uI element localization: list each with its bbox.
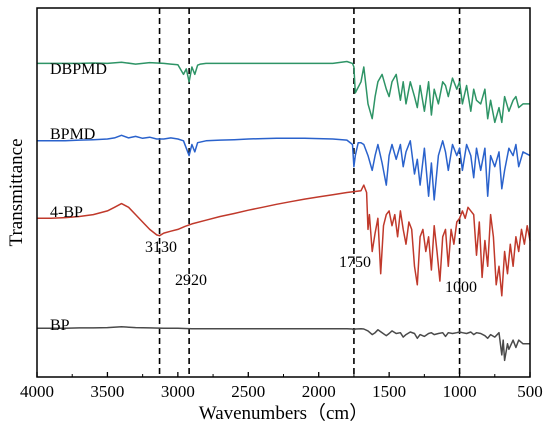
annotation-1750: 1750 bbox=[339, 254, 371, 271]
series-line-bp bbox=[37, 326, 530, 362]
series-line-bpmd bbox=[37, 134, 531, 201]
x-tick-label: 2500 bbox=[231, 382, 265, 401]
x-axis-title: Wavenumbers（cm） bbox=[199, 402, 368, 424]
series-label-4-bp: 4-BP bbox=[50, 204, 83, 221]
x-tick-label: 2000 bbox=[302, 382, 336, 401]
y-axis-title: Transmittance bbox=[6, 138, 27, 246]
x-tick-label: 3500 bbox=[90, 382, 124, 401]
x-tick-label: 4000 bbox=[20, 382, 54, 401]
series-label-dbpmd: DBPMD bbox=[50, 61, 107, 78]
series-line-4-bp bbox=[37, 184, 531, 297]
series-label-bp: BP bbox=[50, 317, 70, 334]
labels-group: 4000 3500 3000 2500 2000 1500 1000 500 Wavenumbe… bbox=[6, 61, 543, 424]
x-tick-label: 1000 bbox=[443, 382, 477, 401]
axes-group bbox=[36, 7, 531, 378]
x-tick-label: 1500 bbox=[372, 382, 406, 401]
x-tick-label: 500 bbox=[517, 382, 543, 401]
annotation-2920: 2920 bbox=[175, 272, 207, 289]
annotation-1000: 1000 bbox=[445, 279, 477, 296]
annotation-3130: 3130 bbox=[145, 239, 177, 256]
series-group bbox=[37, 60, 531, 362]
series-line-dbpmd bbox=[37, 60, 530, 124]
x-tick-label: 3000 bbox=[161, 382, 195, 401]
series-label-bpmd: BPMD bbox=[50, 126, 95, 143]
